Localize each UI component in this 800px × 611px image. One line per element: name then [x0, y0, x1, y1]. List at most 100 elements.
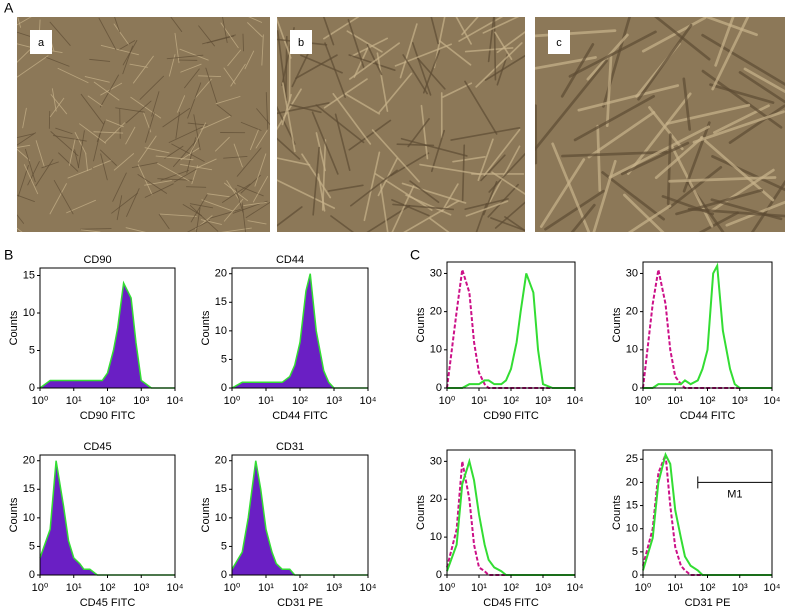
cell — [608, 125, 710, 179]
cell — [391, 199, 430, 217]
histogram-line — [642, 454, 772, 576]
cell — [351, 37, 388, 57]
y-tick-label: 0 — [221, 382, 227, 394]
cell — [157, 163, 190, 182]
cell — [184, 68, 200, 89]
cell — [348, 42, 400, 80]
cell — [570, 203, 596, 232]
cell — [51, 88, 57, 112]
cell — [327, 184, 364, 192]
cell — [207, 193, 230, 198]
chart-title: CD45 — [83, 441, 111, 453]
cell — [420, 104, 429, 160]
cell — [170, 17, 183, 33]
histogram-area — [232, 460, 368, 575]
y-tick-label: 20 — [215, 455, 227, 467]
cell — [281, 93, 292, 126]
x-tick-label: 10² — [503, 582, 519, 594]
x-tick-label: 10⁴ — [360, 395, 377, 407]
y-tick-label: 0 — [436, 382, 442, 394]
x-tick-label: 10⁰ — [224, 395, 241, 407]
cell — [237, 184, 264, 197]
cell — [461, 17, 479, 36]
y-tick-label: 10 — [626, 523, 638, 535]
chart-title: CD31 — [276, 441, 304, 453]
cell — [711, 17, 750, 91]
cell — [494, 31, 513, 61]
cell — [22, 107, 27, 129]
cell — [687, 207, 785, 218]
cell — [144, 180, 172, 186]
x-tick-label: 10³ — [326, 395, 342, 407]
cell — [180, 63, 202, 73]
cell — [189, 203, 214, 209]
cell — [400, 137, 468, 157]
cell — [227, 49, 241, 67]
cell — [160, 169, 190, 181]
cell — [98, 17, 117, 51]
cell — [122, 45, 133, 75]
cell — [487, 17, 495, 63]
cell — [371, 129, 420, 183]
cell — [376, 52, 389, 112]
cell — [312, 146, 320, 216]
cell — [291, 47, 312, 88]
x-tick-label: 10² — [292, 395, 308, 407]
cell — [379, 182, 389, 232]
cell — [577, 84, 680, 112]
cell — [277, 179, 336, 209]
y-tick-label: 0 — [221, 569, 227, 581]
y-tick-label: 10 — [430, 344, 442, 356]
cell — [750, 179, 785, 232]
cell — [392, 203, 455, 211]
x-tick-label: 10³ — [326, 582, 342, 594]
cell — [137, 174, 168, 194]
x-tick-label: 10⁴ — [567, 395, 584, 407]
cell — [80, 229, 101, 232]
cell — [100, 149, 117, 166]
x-tick-label: 10¹ — [258, 395, 274, 407]
panel-label: A — [4, 0, 14, 16]
cell — [626, 92, 692, 175]
cell — [330, 215, 355, 232]
cell — [17, 194, 35, 202]
y-tick-label: 5 — [29, 344, 35, 356]
cell — [50, 131, 79, 157]
cell — [93, 81, 120, 101]
y-tick-label: 10 — [626, 344, 638, 356]
cell — [17, 227, 23, 232]
cell — [53, 180, 74, 215]
panel-label: B — [4, 247, 13, 263]
cell — [209, 208, 241, 219]
cell — [475, 203, 488, 232]
cell — [665, 103, 751, 125]
cell — [289, 104, 322, 114]
cell — [252, 176, 269, 203]
cell — [277, 206, 303, 227]
cell — [247, 22, 263, 38]
x-tick-label: 10⁴ — [167, 395, 184, 407]
cell — [220, 22, 239, 49]
cell — [23, 164, 39, 195]
cell — [464, 198, 509, 211]
x-tick-label: 10³ — [732, 582, 748, 594]
gate-label: M1 — [727, 488, 742, 500]
cell — [179, 48, 209, 61]
cell — [224, 182, 248, 202]
cell — [119, 40, 136, 50]
x-axis-label: CD44 FITC — [680, 410, 736, 422]
cell — [194, 78, 212, 100]
cell — [254, 153, 267, 187]
x-axis-label: CD31 PE — [277, 597, 323, 609]
x-tick-label: 10³ — [133, 395, 149, 407]
cell — [561, 150, 668, 158]
cell — [144, 147, 170, 154]
cell — [131, 162, 158, 168]
cell — [710, 198, 783, 221]
x-tick-label: 10⁰ — [439, 395, 456, 407]
cell-texture — [535, 17, 785, 232]
image-label: a — [38, 37, 45, 49]
cell — [17, 17, 32, 26]
y-tick-label: 0 — [632, 382, 638, 394]
histogram-line — [643, 262, 772, 389]
